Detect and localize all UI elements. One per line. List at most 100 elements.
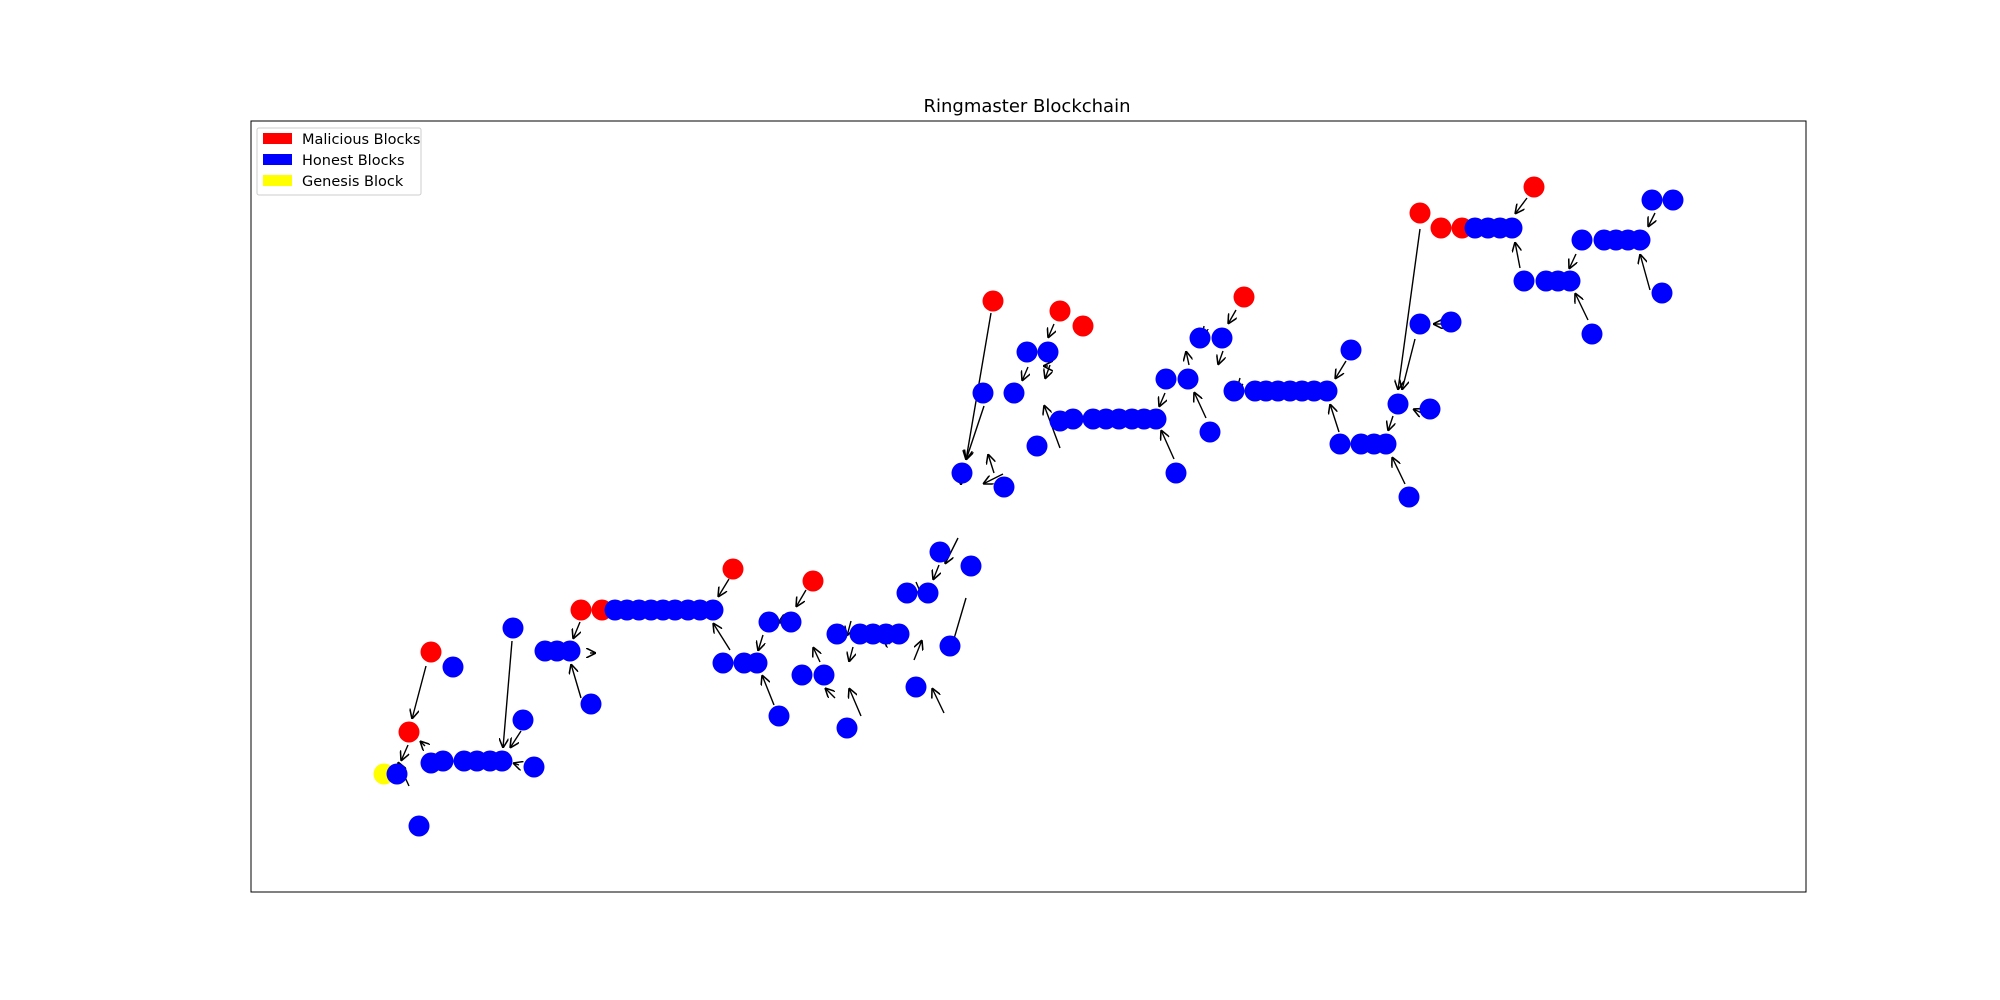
malicious-block-node [1409, 202, 1431, 224]
honest-block-node [951, 462, 973, 484]
chain-arrow [988, 454, 994, 474]
malicious-block-node [1072, 315, 1094, 337]
honest-block-node [491, 750, 513, 772]
legend-label-honest: Honest Blocks [302, 153, 405, 169]
chain-arrow [1161, 430, 1175, 460]
chain-arrow [813, 647, 820, 663]
honest-block-node [836, 717, 858, 739]
honest-block-node [939, 635, 961, 657]
chart-title: Ringmaster Blockchain [924, 96, 1131, 117]
honest-block-node [993, 476, 1015, 498]
legend-label-genesis: Genesis Block [302, 174, 404, 190]
honest-block-node [1419, 398, 1441, 420]
honest-block-node [1629, 229, 1651, 251]
chain-arrow [573, 621, 580, 639]
legend: Malicious Blocks Honest Blocks Genesis B… [256, 127, 422, 196]
legend-label-malicious: Malicious Blocks [302, 132, 420, 148]
honest-block-node [432, 750, 454, 772]
chain-arrow [1022, 366, 1028, 381]
honest-block-node [1581, 323, 1603, 345]
chain-arrow [1335, 360, 1347, 379]
honest-block-node [712, 652, 734, 674]
legend-box [256, 127, 422, 196]
chain-arrow [713, 623, 731, 651]
plot-frame [250, 120, 1807, 893]
honest-block-node [1641, 189, 1663, 211]
honest-block-node [1199, 421, 1221, 443]
chain-arrow [913, 640, 922, 661]
honest-block-node [1211, 327, 1233, 349]
chain-arrow [849, 646, 853, 662]
chain-arrow [1515, 242, 1520, 269]
chain-arrow [1186, 351, 1189, 366]
honest-block-node [1177, 368, 1199, 390]
honest-block-node [1340, 339, 1362, 361]
chain-arrow [571, 664, 582, 699]
honest-block-node [1651, 282, 1673, 304]
honest-block-node [1145, 408, 1167, 430]
chain-arrow [825, 688, 836, 699]
chain-arrow [1398, 228, 1421, 390]
honest-block-node [1559, 270, 1581, 292]
honest-block-node [1026, 435, 1048, 457]
chain-arrow [503, 640, 513, 748]
honest-block-node [1662, 189, 1684, 211]
chain-arrow [1648, 212, 1655, 227]
honest-block-node [1223, 380, 1245, 402]
honest-block-node [1155, 368, 1177, 390]
honest-block-node [813, 664, 835, 686]
honest-block-node [905, 676, 927, 698]
nodes-layer [373, 176, 1684, 837]
malicious-block-node [982, 290, 1004, 312]
chain-arrow [1228, 309, 1236, 324]
chain-arrow [412, 665, 427, 719]
honest-block-node [791, 664, 813, 686]
honest-block-node [758, 611, 780, 633]
malicious-block-node [570, 599, 592, 621]
honest-block-node [386, 763, 408, 785]
chain-arrow [1392, 457, 1406, 485]
honest-block-node [523, 756, 545, 778]
malicious-block-node [1233, 286, 1255, 308]
honest-block-node [512, 709, 534, 731]
honest-block-node [1398, 486, 1420, 508]
malicious-block-node [398, 721, 420, 743]
honest-block-node [1329, 433, 1351, 455]
chain-arrow [1330, 404, 1340, 433]
honest-block-node [502, 617, 524, 639]
chain-arrow [1194, 392, 1207, 419]
malicious-block-node [1523, 176, 1545, 198]
chain-arrow [1575, 293, 1589, 321]
legend-swatch-genesis [263, 175, 292, 186]
chain-arrow [420, 741, 425, 746]
honest-block-node [972, 382, 994, 404]
honest-block-node [1189, 327, 1211, 349]
honest-block-node [746, 652, 768, 674]
honest-block-node [408, 815, 430, 837]
chain-arrow [1048, 323, 1054, 338]
chain-arrow [1515, 197, 1528, 214]
malicious-block-node [802, 570, 824, 592]
chain-arrow [1388, 415, 1393, 431]
malicious-block-node [722, 558, 744, 580]
honest-block-node [826, 623, 848, 645]
chain-arrow [847, 620, 851, 636]
honest-block-node [1316, 380, 1338, 402]
chain-arrow [1402, 338, 1416, 390]
legend-swatch-honest [263, 154, 292, 165]
honest-block-node [1501, 217, 1523, 239]
honest-block-node [1062, 408, 1084, 430]
chain-arrow [1569, 253, 1576, 269]
honest-block-node [702, 599, 724, 621]
honest-block-node [1513, 270, 1535, 292]
honest-block-node [1016, 341, 1038, 363]
chain-arrow [966, 405, 985, 460]
honest-block-node [780, 611, 802, 633]
chain-arrow [983, 473, 1004, 484]
malicious-block-node [1049, 300, 1071, 322]
chain-arrow [849, 688, 862, 717]
chain-arrow [762, 675, 775, 706]
legend-swatch-malicious [263, 133, 292, 144]
honest-block-node [768, 705, 790, 727]
honest-block-node [888, 623, 910, 645]
